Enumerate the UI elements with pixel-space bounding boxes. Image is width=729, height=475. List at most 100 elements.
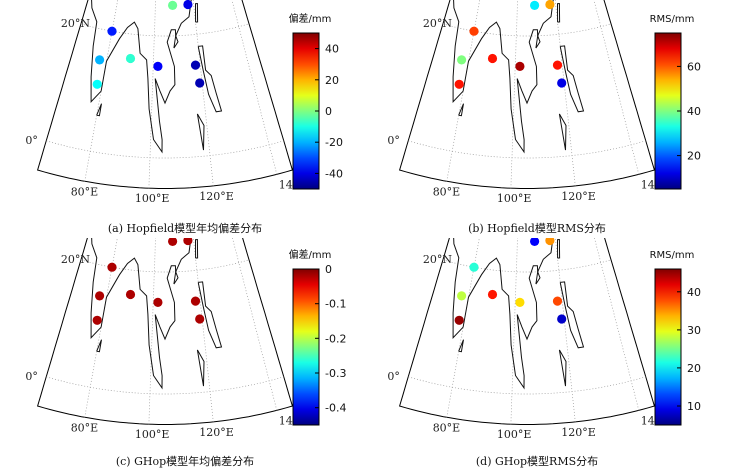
- lat-label: 20°N: [423, 253, 452, 266]
- coastline: [535, 33, 541, 49]
- colorbar-title: 偏差/mm: [289, 248, 332, 261]
- colorbar-tick-label: 30: [687, 324, 701, 337]
- coastline: [535, 269, 541, 285]
- lon-label: 80°E: [433, 185, 461, 198]
- colorbar-tick-label: -0.1: [325, 298, 346, 311]
- station-marker: [457, 291, 467, 301]
- graticule-lat: [46, 376, 284, 395]
- map-frame: [398, 238, 656, 425]
- station-marker: [457, 55, 467, 65]
- coastline: [458, 103, 464, 117]
- colorbar-tick-label: 0: [325, 263, 332, 276]
- colorbar-tick-label: 40: [687, 105, 701, 118]
- lon-label: 100°E: [135, 192, 170, 205]
- coastline: [194, 2, 199, 23]
- station-marker: [545, 238, 555, 246]
- map-panel-b: 40°N20°N0°80°E100°E120°E140°ERMS/mm60402…: [362, 0, 729, 236]
- graticule-lon: [231, 0, 278, 175]
- map-svg-b: 40°N20°N0°80°E100°E120°E140°ERMS/mm60402…: [387, 0, 701, 205]
- lon-label: 80°E: [433, 421, 461, 434]
- graticule-lat: [408, 376, 646, 395]
- graticule-lon: [148, 0, 156, 189]
- map-frame: [36, 0, 294, 189]
- coastline: [194, 238, 199, 259]
- station-marker: [183, 0, 193, 10]
- caption-c: (c) GHop模型年均偏差分布: [115, 455, 255, 468]
- coastline: [90, 0, 192, 154]
- station-marker: [153, 297, 163, 307]
- station-marker: [557, 314, 567, 324]
- graticule-lon: [232, 238, 278, 411]
- station-marker: [487, 53, 498, 64]
- station-marker: [95, 55, 105, 65]
- colorbar-tick-label: 40: [325, 43, 339, 56]
- colorbar-tick-label: 20: [687, 362, 701, 375]
- graticule-lon: [446, 0, 481, 182]
- colorbar-tick-label: -20: [325, 136, 343, 149]
- graticule-lon: [594, 238, 640, 411]
- graticule-lat: [46, 140, 284, 159]
- station-marker: [545, 0, 555, 10]
- lon-label: 80°E: [71, 421, 99, 434]
- station-marker: [183, 238, 193, 246]
- coastline: [196, 349, 205, 387]
- coastline: [96, 339, 102, 353]
- colorbar-tick-label: -40: [325, 167, 343, 180]
- coastline: [452, 238, 554, 390]
- colorbar: [292, 268, 320, 426]
- graticule-lat: [408, 140, 646, 159]
- station-marker: [454, 315, 464, 325]
- station-marker: [107, 262, 117, 272]
- station-marker: [487, 289, 498, 300]
- lon-label: 120°E: [561, 426, 596, 439]
- station-marker: [454, 79, 464, 89]
- lat-label: 0°: [387, 134, 400, 147]
- station-marker: [107, 26, 117, 36]
- station-marker: [557, 78, 567, 88]
- colorbar-tick-label: 40: [687, 286, 701, 299]
- coastline: [558, 349, 567, 387]
- colorbar-tick-label: 10: [687, 400, 701, 413]
- coastline: [90, 238, 192, 390]
- coastline: [559, 281, 585, 349]
- station-marker: [153, 61, 163, 71]
- lat-label: 20°N: [423, 17, 452, 30]
- lon-label: 120°E: [199, 426, 234, 439]
- coastline: [559, 45, 585, 113]
- station-marker: [168, 0, 178, 10]
- coastline: [96, 103, 102, 117]
- map-svg-c: 40°N20°N0°80°E100°E120°E140°E偏差/mm0-0.1-…: [25, 238, 346, 441]
- map-svg-d: 40°N20°N0°80°E100°E120°E140°ERMS/mm40302…: [387, 238, 701, 441]
- coastline: [173, 33, 179, 49]
- colorbar-tick-label: 60: [687, 60, 701, 73]
- colorbar-tick-label: -0.2: [325, 332, 346, 345]
- station-marker: [92, 79, 102, 89]
- station-marker: [190, 60, 201, 70]
- colorbar-tick-label: -0.3: [325, 367, 346, 380]
- coastline: [197, 45, 223, 113]
- map-panel-c: 40°N20°N0°80°E100°E120°E140°E偏差/mm0-0.1-…: [0, 238, 360, 475]
- colorbar-tick-label: 0: [325, 105, 332, 118]
- station-marker: [469, 26, 479, 36]
- colorbar: [292, 32, 320, 190]
- map-panel-a: 40°N20°N0°80°E100°E120°E140°E偏差/mm40200-…: [0, 0, 360, 236]
- lon-label: 120°E: [561, 190, 596, 203]
- caption-a: (a) Hopfield模型年均偏差分布: [107, 222, 263, 235]
- colorbar-title: RMS/mm: [650, 14, 695, 25]
- station-marker: [195, 314, 205, 324]
- coastline: [558, 113, 567, 151]
- lon-label: 120°E: [199, 190, 234, 203]
- graticule-lon: [84, 0, 119, 182]
- graticule-lon: [510, 238, 518, 425]
- caption-d: (d) GHop模型RMS分布: [475, 455, 599, 468]
- lat-label: 0°: [387, 370, 400, 383]
- colorbar-tick-label: 20: [687, 150, 701, 163]
- colorbar-tick-label: 20: [325, 74, 339, 87]
- colorbar-title: 偏差/mm: [289, 12, 332, 25]
- map-frame: [36, 238, 294, 425]
- coastline: [196, 113, 205, 151]
- lon-label: 100°E: [497, 428, 532, 441]
- coastline: [458, 339, 464, 353]
- coastline: [556, 238, 561, 259]
- graticule-lon: [510, 0, 518, 189]
